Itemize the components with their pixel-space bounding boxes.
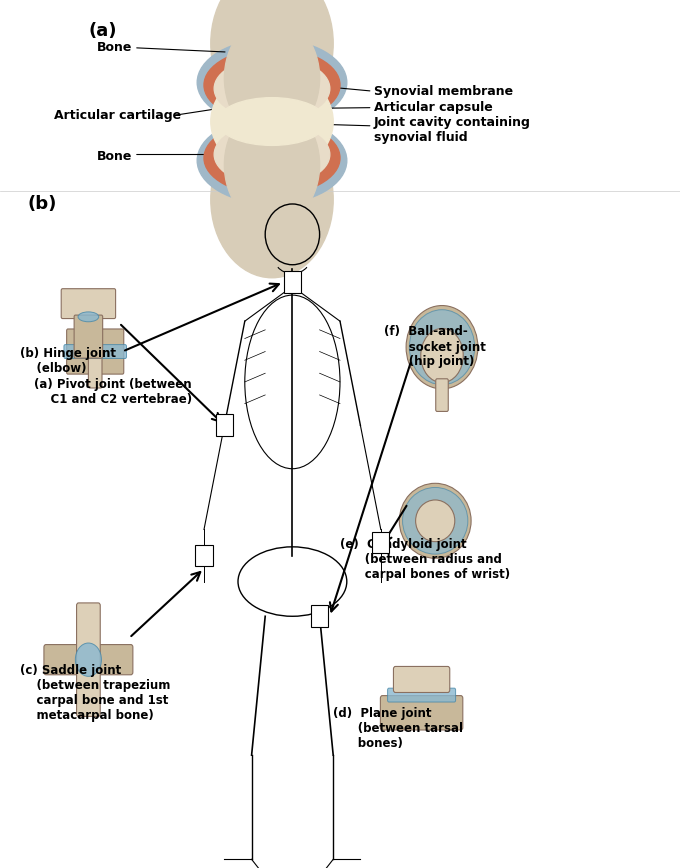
FancyBboxPatch shape [373,531,390,554]
FancyBboxPatch shape [74,315,103,358]
Ellipse shape [197,117,347,204]
FancyBboxPatch shape [388,688,456,702]
Ellipse shape [211,69,333,174]
Ellipse shape [224,104,320,226]
Text: (b) Hinge joint
    (elbow): (b) Hinge joint (elbow) [20,347,116,375]
Text: Bone: Bone [97,42,133,54]
Text: (e)  Condyloid joint
      (between radius and
      carpal bones of wrist): (e) Condyloid joint (between radius and … [340,538,510,582]
Ellipse shape [399,483,471,558]
Text: Bone: Bone [97,150,133,162]
Text: (f)  Ball-and-
      socket joint
      (hip joint): (f) Ball-and- socket joint (hip joint) [384,326,486,369]
Ellipse shape [224,17,320,139]
FancyBboxPatch shape [77,603,100,716]
Text: Synovial membrane: Synovial membrane [374,85,513,97]
Ellipse shape [403,488,468,554]
Ellipse shape [211,122,333,278]
Ellipse shape [197,39,347,126]
Ellipse shape [406,306,478,389]
Ellipse shape [211,0,333,122]
FancyBboxPatch shape [380,695,463,730]
Circle shape [421,328,463,383]
FancyBboxPatch shape [44,645,133,674]
Ellipse shape [415,500,455,542]
FancyBboxPatch shape [284,271,301,293]
FancyBboxPatch shape [64,345,126,358]
Ellipse shape [214,57,330,120]
FancyBboxPatch shape [196,545,212,567]
FancyBboxPatch shape [394,667,449,693]
Text: Joint cavity containing
synovial fluid: Joint cavity containing synovial fluid [374,116,531,144]
FancyBboxPatch shape [311,606,328,627]
Ellipse shape [75,643,101,676]
Ellipse shape [78,312,99,322]
Text: (c) Saddle joint
    (between trapezium
    carpal bone and 1st
    metacarpal b: (c) Saddle joint (between trapezium carp… [20,664,171,722]
FancyBboxPatch shape [436,378,448,411]
Text: (b): (b) [27,195,56,214]
FancyBboxPatch shape [67,329,124,374]
Text: Articular capsule: Articular capsule [374,102,493,114]
Ellipse shape [204,48,340,122]
Text: (d)  Plane joint
      (between tarsal
      bones): (d) Plane joint (between tarsal bones) [333,707,463,751]
FancyBboxPatch shape [216,415,233,436]
Text: (a) Pivot joint (between
    C1 and C2 vertebrae): (a) Pivot joint (between C1 and C2 verte… [34,378,192,405]
Text: Articular cartilage: Articular cartilage [54,109,182,122]
Ellipse shape [204,122,340,195]
Ellipse shape [214,123,330,186]
FancyBboxPatch shape [88,315,102,388]
Text: (a): (a) [88,22,117,40]
Ellipse shape [409,310,475,385]
FancyBboxPatch shape [61,289,116,319]
Ellipse shape [218,97,326,145]
